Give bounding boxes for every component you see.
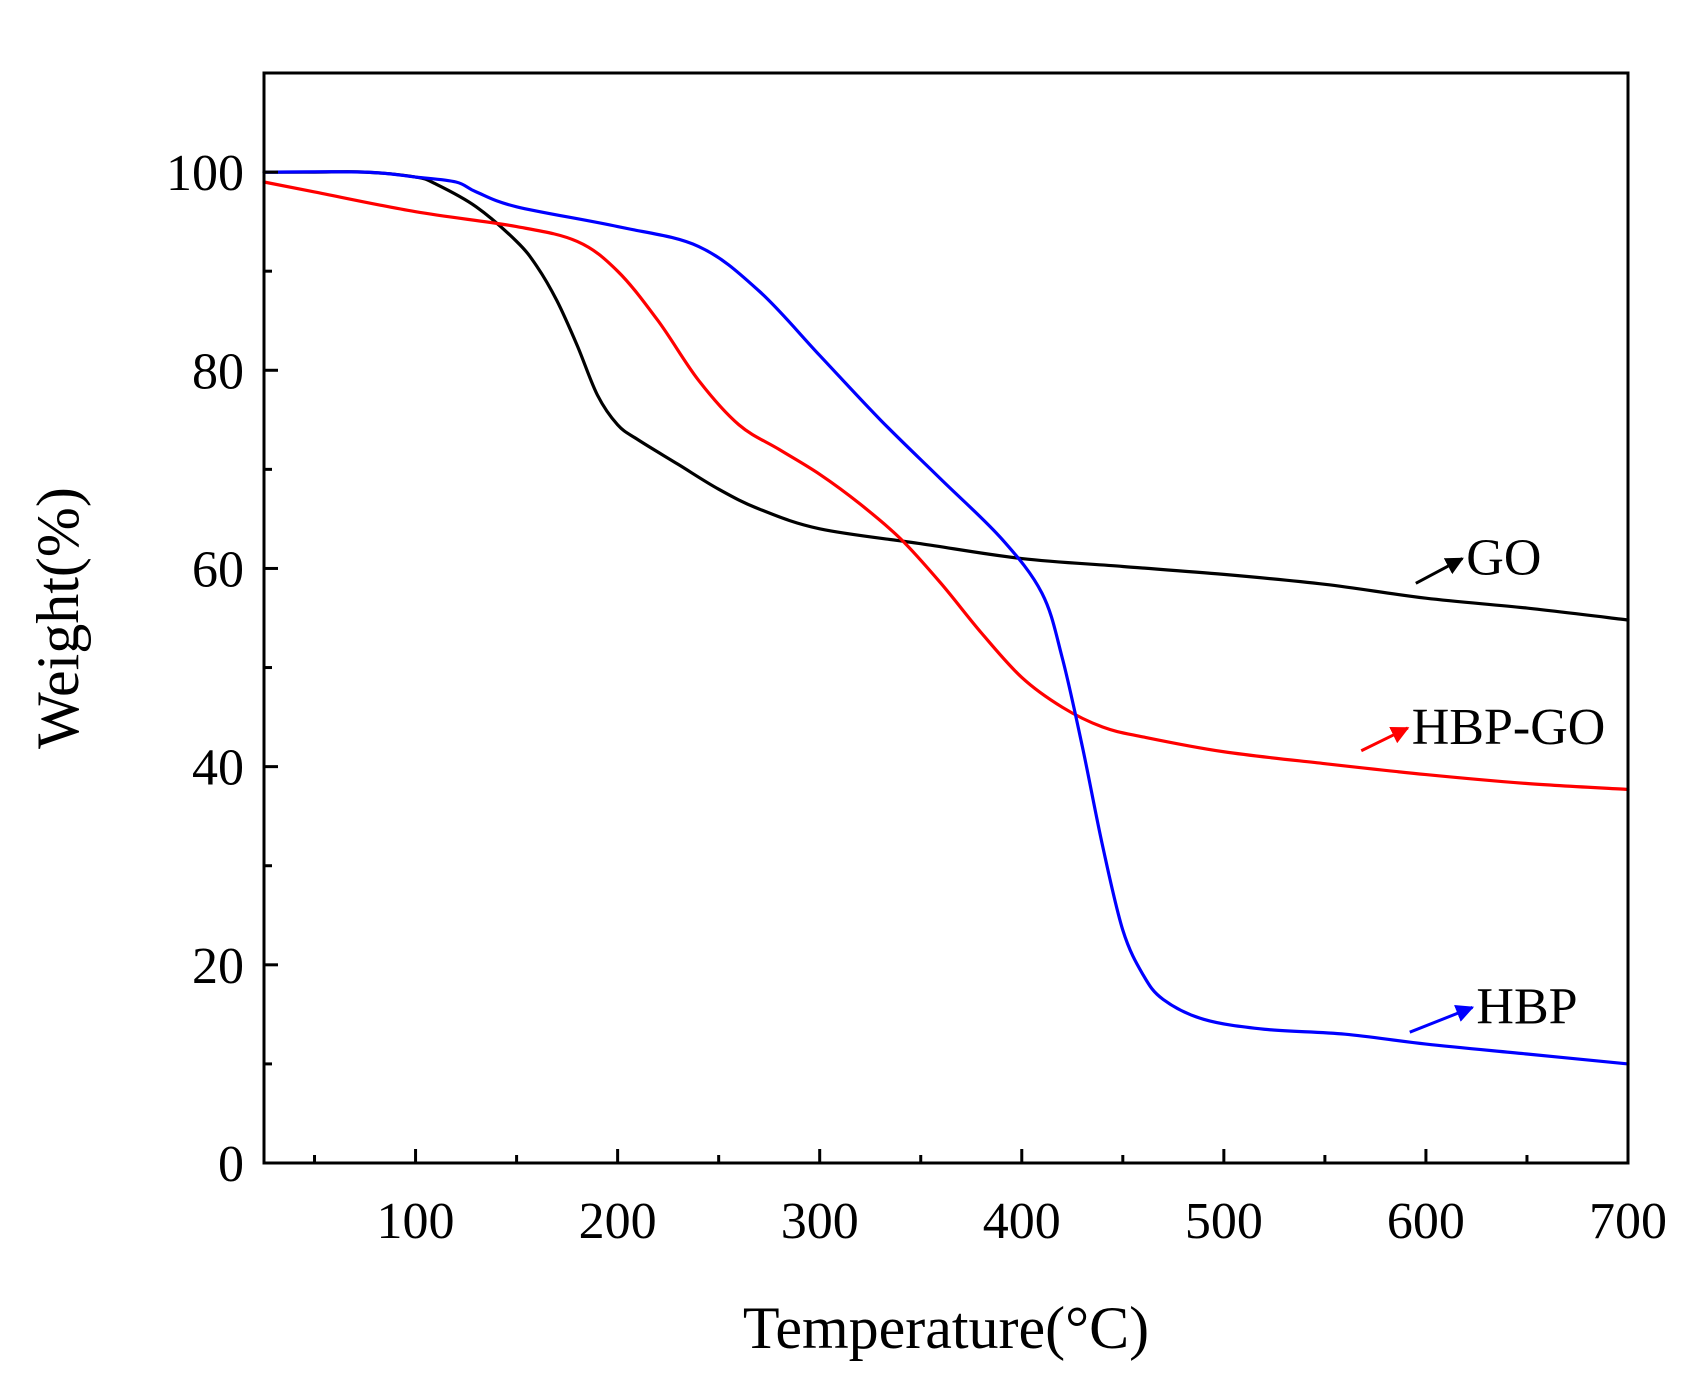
annotation-arrow-hbp-go <box>1360 726 1410 753</box>
x-tick-label: 700 <box>1589 1193 1667 1250</box>
x-tick-label: 500 <box>1185 1193 1263 1250</box>
series-line-hbp-go <box>262 180 1630 792</box>
y-tick-label: 100 <box>166 145 244 202</box>
annotation-layer: GO HBP-GO HBP <box>1360 530 1606 1035</box>
annotation-arrow-hbp <box>1409 1005 1475 1034</box>
x-tick-label: 600 <box>1387 1193 1465 1250</box>
x-axis-title: Temperature(°C) <box>743 1295 1149 1361</box>
x-tick-label: 400 <box>983 1193 1061 1250</box>
plot-frame <box>262 71 1630 1165</box>
y-tick-label: 20 <box>192 938 244 995</box>
series-label-go: GO <box>1466 530 1541 587</box>
x-tick-label: 100 <box>377 1193 455 1250</box>
y-axis-title: Weight(%) <box>25 487 91 749</box>
series-line-go <box>262 170 1630 622</box>
y-tick-label: 80 <box>192 343 244 400</box>
x-tick-label: 300 <box>781 1193 859 1250</box>
annotation-arrow-go <box>1415 557 1464 585</box>
y-tick-label: 0 <box>218 1136 244 1193</box>
series-label-hbp-go: HBP-GO <box>1412 699 1606 756</box>
series-label-hbp: HBP <box>1476 978 1577 1035</box>
series-layer <box>262 170 1630 1066</box>
series-line-hbp <box>262 170 1630 1066</box>
y-tick-label: 40 <box>192 740 244 797</box>
y-tick-label: 60 <box>192 541 244 598</box>
y-axis-ticks: 0 20 40 60 80 100 <box>166 145 278 1193</box>
x-tick-label: 200 <box>579 1193 657 1250</box>
x-axis-ticks: 100 200 300 400 500 600 700 <box>313 1149 1667 1250</box>
